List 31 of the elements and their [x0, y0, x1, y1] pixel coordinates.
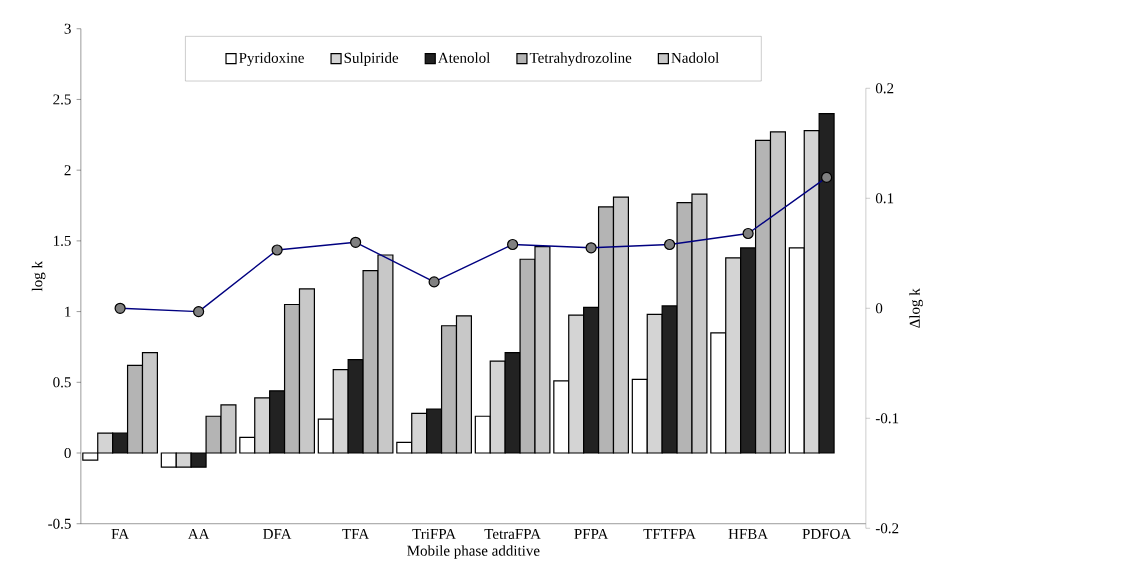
x-tick-label: AA: [187, 528, 210, 539]
y-tick-label: 0.5: [53, 377, 71, 388]
legend-label: Pyridoxine: [239, 52, 304, 66]
x-tick-label: FA: [111, 528, 130, 539]
x-tick-label: DFA: [263, 528, 292, 539]
legend-label: Atenolol: [437, 52, 491, 63]
y2-axis-title: Δlog k: [909, 288, 923, 328]
y2-tick-label: -0.1: [875, 413, 899, 424]
y2-tick-label: -0.2: [875, 523, 899, 534]
y2-tick-label: 0.1: [875, 193, 894, 204]
x-tick-label: TFTFPA: [643, 528, 696, 539]
x-tick-label: HFBA: [728, 528, 768, 539]
y-tick-label: 2: [64, 165, 71, 176]
y-tick-label: 3: [64, 23, 71, 34]
x-axis-title: Mobile phase additive: [407, 545, 540, 559]
y2-tick-label: 0: [875, 303, 883, 314]
y-tick-label: 1.5: [53, 235, 71, 246]
y-tick-label: 2.5: [53, 94, 71, 105]
x-tick-label: PFPA: [574, 528, 609, 539]
y2-tick-label: 0.2: [875, 83, 894, 94]
x-tick-label: TriFPA: [412, 528, 456, 539]
x-tick-label: PDFOA: [802, 528, 852, 539]
legend-label: Nadolol: [671, 52, 719, 63]
y-tick-label: -0.5: [48, 518, 71, 529]
y-tick-label: 0: [64, 447, 71, 459]
y-axis-title: log k: [31, 261, 46, 292]
x-tick-label: TFA: [342, 528, 370, 539]
legend-label: Tetrahydrozoline: [529, 52, 632, 66]
y-tick-label: 1: [65, 306, 71, 317]
legend-label: Sulpiride: [344, 52, 399, 66]
x-tick-label: TetraFPA: [484, 528, 541, 539]
